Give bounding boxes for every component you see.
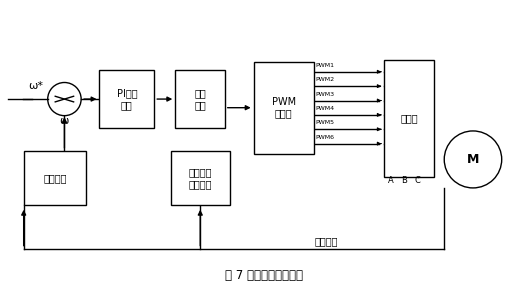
Bar (171, 151, 230, 205)
Text: C: C (414, 176, 420, 185)
Text: 图 7 方波控制逻辑框图: 图 7 方波控制逻辑框图 (225, 269, 303, 282)
Text: A: A (388, 176, 393, 185)
Bar (384, 60, 434, 177)
Text: ω: ω (59, 116, 69, 126)
Text: ω*: ω* (28, 81, 43, 91)
Text: PWM4: PWM4 (315, 106, 334, 111)
Bar (99, 70, 154, 128)
Text: B: B (401, 176, 407, 185)
Text: PWM
产生器: PWM 产生器 (271, 97, 296, 118)
Bar (175, 70, 225, 128)
Text: 脉宽
计算: 脉宽 计算 (194, 88, 206, 110)
Text: 转速计算: 转速计算 (43, 173, 67, 183)
Text: PWM1: PWM1 (315, 63, 334, 68)
Text: 逆变桥: 逆变桥 (400, 113, 418, 123)
Text: PWM6: PWM6 (315, 135, 334, 140)
Text: M: M (467, 153, 479, 166)
Text: PI速度
调节: PI速度 调节 (117, 88, 137, 110)
Text: 霍尔信号: 霍尔信号 (315, 236, 338, 246)
Text: PWM2: PWM2 (315, 77, 334, 82)
Bar (24, 151, 87, 205)
Text: PWM3: PWM3 (315, 92, 334, 97)
Text: PWM5: PWM5 (315, 120, 334, 125)
Text: 判断桥臂
开启顺序: 判断桥臂 开启顺序 (188, 167, 212, 189)
Bar (253, 62, 314, 154)
